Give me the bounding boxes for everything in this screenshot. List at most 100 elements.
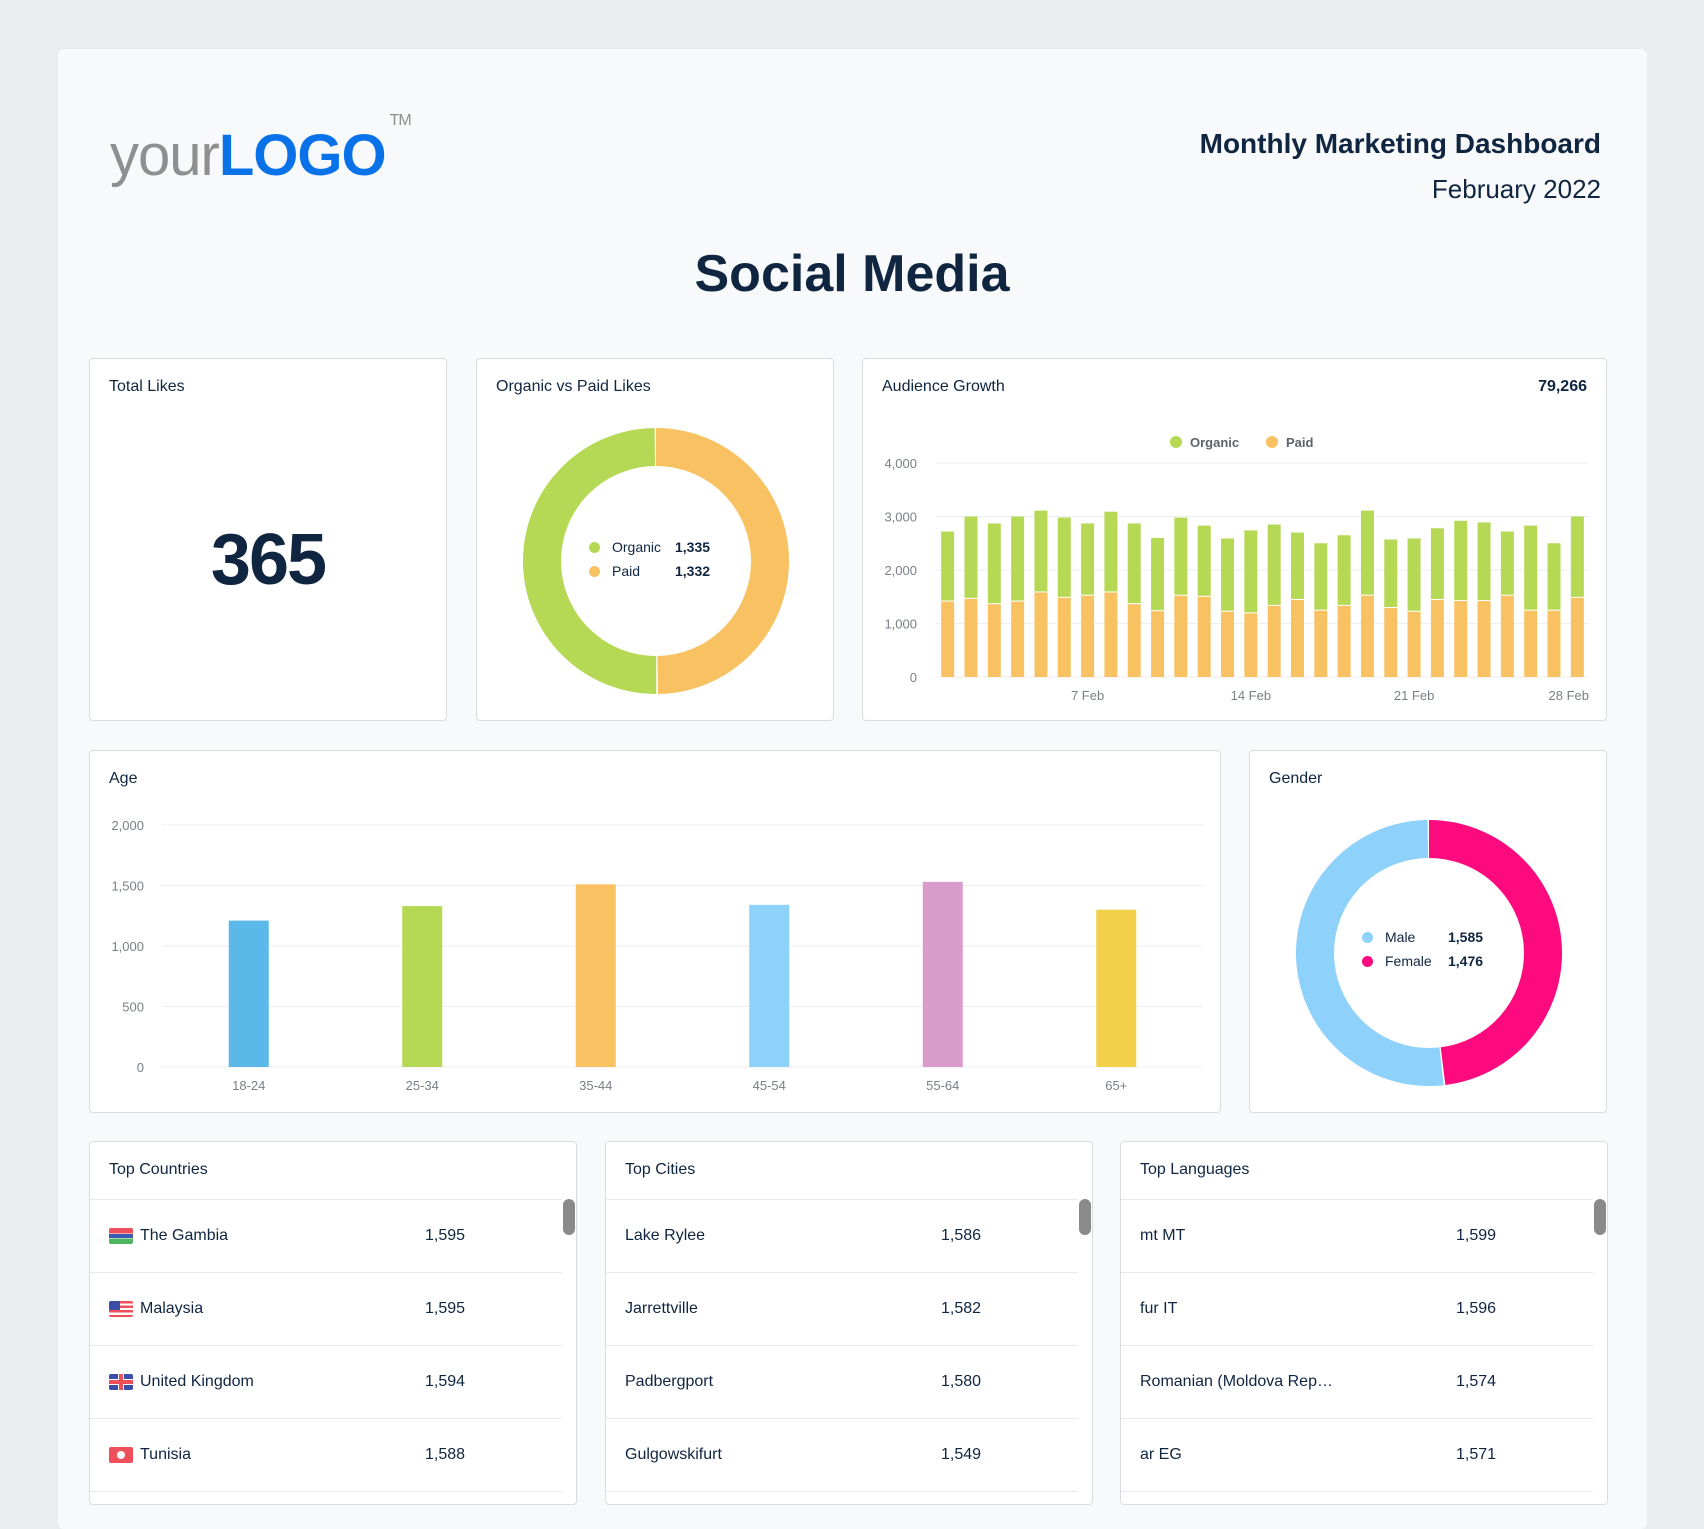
- language-name: ar EG: [1140, 1446, 1182, 1463]
- bar-18-24: [228, 920, 269, 1067]
- donut-slice-organic: [523, 428, 789, 694]
- list-item: Jarrettville 1,582: [606, 1272, 1078, 1345]
- bar-paid: [1570, 597, 1584, 677]
- list-item: Malaysia 1,595: [90, 1272, 562, 1345]
- bar-organic: [1127, 523, 1141, 604]
- x-tick-label: 55-64: [926, 1078, 959, 1093]
- legend-female: Female 1,476: [1362, 949, 1483, 973]
- country-name: Malaysia: [140, 1300, 204, 1317]
- bar-paid: [1547, 610, 1561, 677]
- bar-paid: [1197, 596, 1211, 677]
- donut-legend: Organic 1,335 Paid 1,332: [589, 535, 710, 583]
- logo-your: your: [110, 123, 220, 188]
- bar-organic: [1407, 538, 1421, 611]
- bar-paid: [1524, 610, 1538, 677]
- list-item: ar EG 1,571: [1121, 1418, 1593, 1491]
- language-value: 1,599: [1456, 1227, 1497, 1244]
- gender-donut: [1296, 820, 1562, 1086]
- bar-paid: [1104, 592, 1118, 677]
- bar-organic: [941, 531, 955, 601]
- y-tick-label: 1,000: [884, 617, 917, 632]
- donut-legend: Male 1,585 Female 1,476: [1362, 925, 1483, 973]
- list-item: Padbergport 1,580: [606, 1345, 1078, 1418]
- country-value: 1,595: [425, 1227, 466, 1244]
- language-name: Romanian (Moldova Rep…: [1140, 1373, 1333, 1390]
- language-name: mt MT: [1140, 1227, 1186, 1244]
- bar-paid: [1407, 611, 1421, 677]
- y-tick-label: 3,000: [884, 510, 917, 525]
- bar-paid: [1314, 610, 1328, 677]
- bar-organic: [1197, 525, 1211, 596]
- bar-paid: [1221, 611, 1235, 677]
- legend-label: Paid: [612, 563, 641, 579]
- bar-paid: [1267, 605, 1281, 677]
- legend-label: Female: [1385, 953, 1432, 969]
- dashboard-title: Monthly Marketing Dashboard: [1199, 128, 1601, 159]
- female-dot: [1362, 955, 1373, 967]
- organic-vs-paid-card: Organic vs Paid Likes Organic 1,335 Paid 1…: [476, 358, 834, 721]
- card-title: Organic vs Paid Likes: [496, 378, 651, 395]
- age-chart: 0 500 1,000 1,500 2,000 18-24 25-34 35-44 45-54 5…: [111, 818, 1203, 1093]
- bar-paid: [1151, 611, 1165, 677]
- bar-organic: [1384, 539, 1398, 607]
- list-item: The Gambia 1,595: [90, 1199, 562, 1272]
- donut-slice-male: [1296, 820, 1562, 1086]
- legend-paid: Paid 1,332: [589, 559, 710, 583]
- scrollbar[interactable]: [1594, 1199, 1606, 1235]
- scrollbar[interactable]: [563, 1199, 575, 1235]
- y-tick-label: 500: [122, 1000, 144, 1015]
- logo-tm: TM: [389, 111, 412, 129]
- bar-paid: [1034, 592, 1048, 677]
- logo-brand: LOGO: [218, 123, 387, 188]
- bar-organic: [1174, 517, 1188, 595]
- logo: yourLOGOTM: [110, 112, 412, 189]
- bar-organic: [1454, 520, 1468, 601]
- countries-list[interactable]: The Gambia 1,595 Malaysia 1,595 United Kin…: [90, 1199, 562, 1504]
- bar-organic: [1430, 528, 1444, 599]
- list-item: Romanian (Moldova Rep… 1,574: [1121, 1345, 1593, 1418]
- card-title: Gender: [1269, 770, 1323, 787]
- top-languages-card: Top Languages mt MT 1,599 fur IT 1,596 Rom…: [1120, 1141, 1608, 1505]
- top-countries-card: Top Countries The Gambia 1,595 Malaysia 1,…: [89, 1141, 577, 1505]
- bar-paid: [1500, 595, 1514, 677]
- language-name: fur IT: [1140, 1300, 1178, 1317]
- bar-organic: [1477, 522, 1491, 601]
- bar-organic: [1244, 530, 1258, 613]
- languages-list[interactable]: mt MT 1,599 fur IT 1,596 Romanian (Moldova…: [1121, 1199, 1593, 1504]
- bar-organic: [964, 516, 978, 598]
- city-value: 1,549: [941, 1446, 982, 1463]
- list-item: Lake Rylee 1,586: [606, 1199, 1078, 1272]
- bar-65+: [1096, 909, 1137, 1067]
- x-tick-label: 28 Feb: [1549, 688, 1589, 703]
- cities-list[interactable]: Lake Rylee 1,586 Jarrettville 1,582 Padber…: [606, 1199, 1078, 1504]
- scrollbar[interactable]: [1079, 1199, 1091, 1235]
- x-tick-label: 14 Feb: [1231, 688, 1271, 703]
- bar-paid: [987, 604, 1001, 677]
- bar-organic: [1151, 537, 1165, 611]
- legend-label: Organic: [1190, 435, 1239, 450]
- total-likes-card: Total Likes 365: [89, 358, 447, 721]
- bar-paid: [1290, 599, 1304, 677]
- list-divider: [606, 1491, 1078, 1504]
- x-tick-label: 45-54: [753, 1078, 786, 1093]
- bar-organic: [987, 523, 1001, 604]
- bar-paid: [1081, 595, 1095, 677]
- language-value: 1,596: [1456, 1300, 1497, 1317]
- list-item: Gulgowskifurt 1,549: [606, 1418, 1078, 1491]
- paid-dot: [589, 565, 600, 577]
- y-tick-label: 2,000: [111, 818, 144, 833]
- card-title: Age: [109, 770, 138, 787]
- bar-25-34: [402, 906, 443, 1067]
- flag-gambia-icon: [109, 1228, 133, 1244]
- audience-growth-card: Audience Growth 79,266 0 1,000 2,000 3,000 4…: [862, 358, 1607, 721]
- list-item: United Kingdom 1,594: [90, 1345, 562, 1418]
- bar-organic: [1314, 543, 1328, 610]
- donut-slice-female: [1296, 820, 1562, 1086]
- bar-paid: [1430, 599, 1444, 677]
- city-value: 1,586: [941, 1227, 982, 1244]
- city-name: Padbergport: [625, 1373, 714, 1390]
- city-value: 1,582: [941, 1300, 982, 1317]
- bar-paid: [1057, 597, 1071, 677]
- total-likes-value: 365: [210, 520, 327, 600]
- card-title: Total Likes: [109, 378, 185, 395]
